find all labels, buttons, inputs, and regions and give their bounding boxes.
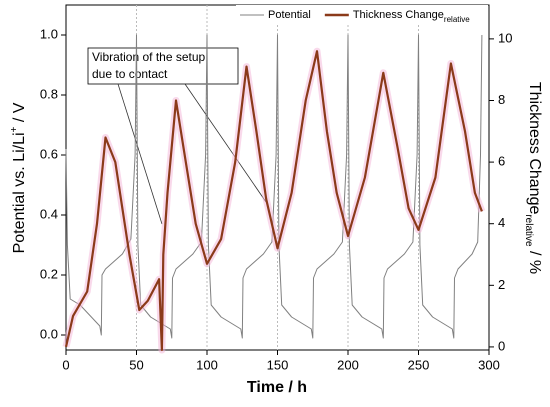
y2-tick-label: 10 <box>498 30 512 45</box>
y-tick-label: 1.0 <box>40 26 58 41</box>
x-axis-label: Time / h <box>247 379 307 396</box>
y-tick-label: 0.0 <box>40 326 58 341</box>
annotation-arrow <box>117 83 163 225</box>
x-tick-label: 250 <box>408 357 430 372</box>
x-tick-label: 300 <box>478 357 500 372</box>
x-tick-label: 200 <box>337 357 359 372</box>
legend-box <box>236 5 488 25</box>
y-tick-label: 0.2 <box>40 266 58 281</box>
y2-tick-label: 4 <box>498 215 505 230</box>
annotation-line: due to contact <box>92 67 168 81</box>
annotation-arrow <box>184 83 267 203</box>
annotation-box <box>87 47 239 85</box>
legend-label: Thickness Changerelative <box>353 9 470 24</box>
series-line <box>65 34 483 339</box>
x-tick-label: 150 <box>267 357 289 372</box>
y2-axis-label: Thickness Changerelative / % <box>523 82 543 274</box>
y2-tick-label: 2 <box>498 277 505 292</box>
y2-tick-label: 0 <box>498 338 505 353</box>
x-tick-label: 0 <box>62 357 69 372</box>
y-tick-label: 0.4 <box>40 206 58 221</box>
x-tick-label: 50 <box>129 357 143 372</box>
x-tick-label: 100 <box>196 357 218 372</box>
annotation-line: Vibration of the setup <box>92 50 206 64</box>
legend-label: Potential <box>268 9 311 21</box>
y-tick-label: 0.6 <box>40 146 58 161</box>
y-axis-label: Potential vs. Li/Li+ / V <box>9 102 28 253</box>
series-line <box>64 50 483 352</box>
y-tick-label: 0.8 <box>40 86 58 101</box>
y2-tick-label: 8 <box>498 92 505 107</box>
y2-tick-label: 6 <box>498 154 505 169</box>
